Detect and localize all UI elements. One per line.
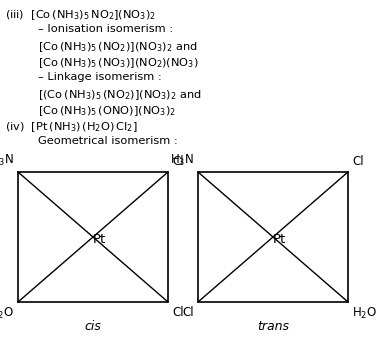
Bar (18, 172, 168, 302)
Text: $[\mathrm{Co\,(NH_3)_5\,(NO_2)](NO_3)_2}$ and: $[\mathrm{Co\,(NH_3)_5\,(NO_2)](NO_3)_2}… (38, 40, 198, 54)
Text: Cl: Cl (182, 306, 194, 319)
Bar (198, 172, 348, 302)
Text: $[\mathrm{(Co\,(NH_3)_5\,(NO_2)](NO_3)_2}$ and: $[\mathrm{(Co\,(NH_3)_5\,(NO_2)](NO_3)_2… (38, 88, 202, 102)
Text: cis: cis (85, 320, 101, 333)
Text: (iv)  $[\mathrm{Pt\,(NH_3)\,(H_2O)\,Cl_2]}$: (iv) $[\mathrm{Pt\,(NH_3)\,(H_2O)\,Cl_2]… (5, 120, 137, 134)
Text: – Ionisation isomerism :: – Ionisation isomerism : (38, 24, 173, 34)
Text: Pt: Pt (272, 232, 286, 245)
Text: $[\mathrm{Co\,(NH_3)_5\,(ONO)](NO_3)_2}$: $[\mathrm{Co\,(NH_3)_5\,(ONO)](NO_3)_2}$ (38, 104, 176, 118)
Text: Cl: Cl (352, 155, 363, 168)
Text: H$_3$N: H$_3$N (0, 153, 14, 168)
Text: Cl: Cl (172, 306, 183, 319)
Text: H$_3$N: H$_3$N (170, 153, 194, 168)
Text: Pt: Pt (92, 232, 106, 245)
Text: Geometrical isomerism :: Geometrical isomerism : (38, 136, 178, 146)
Text: (iii)  $[\mathrm{Co\,(NH_3)_5\,NO_2](NO_3)_2}$: (iii) $[\mathrm{Co\,(NH_3)_5\,NO_2](NO_3… (5, 8, 156, 22)
Text: Cl: Cl (172, 155, 183, 168)
Text: – Linkage isomerism :: – Linkage isomerism : (38, 72, 162, 82)
Text: H$_2$O: H$_2$O (352, 306, 377, 321)
Text: H$_2$O: H$_2$O (0, 306, 14, 321)
Text: trans: trans (257, 320, 289, 333)
Text: $[\mathrm{Co\,(NH_3)_5\,(NO_3)](NO_2)(NO_3)}$: $[\mathrm{Co\,(NH_3)_5\,(NO_3)](NO_2)(NO… (38, 56, 199, 70)
